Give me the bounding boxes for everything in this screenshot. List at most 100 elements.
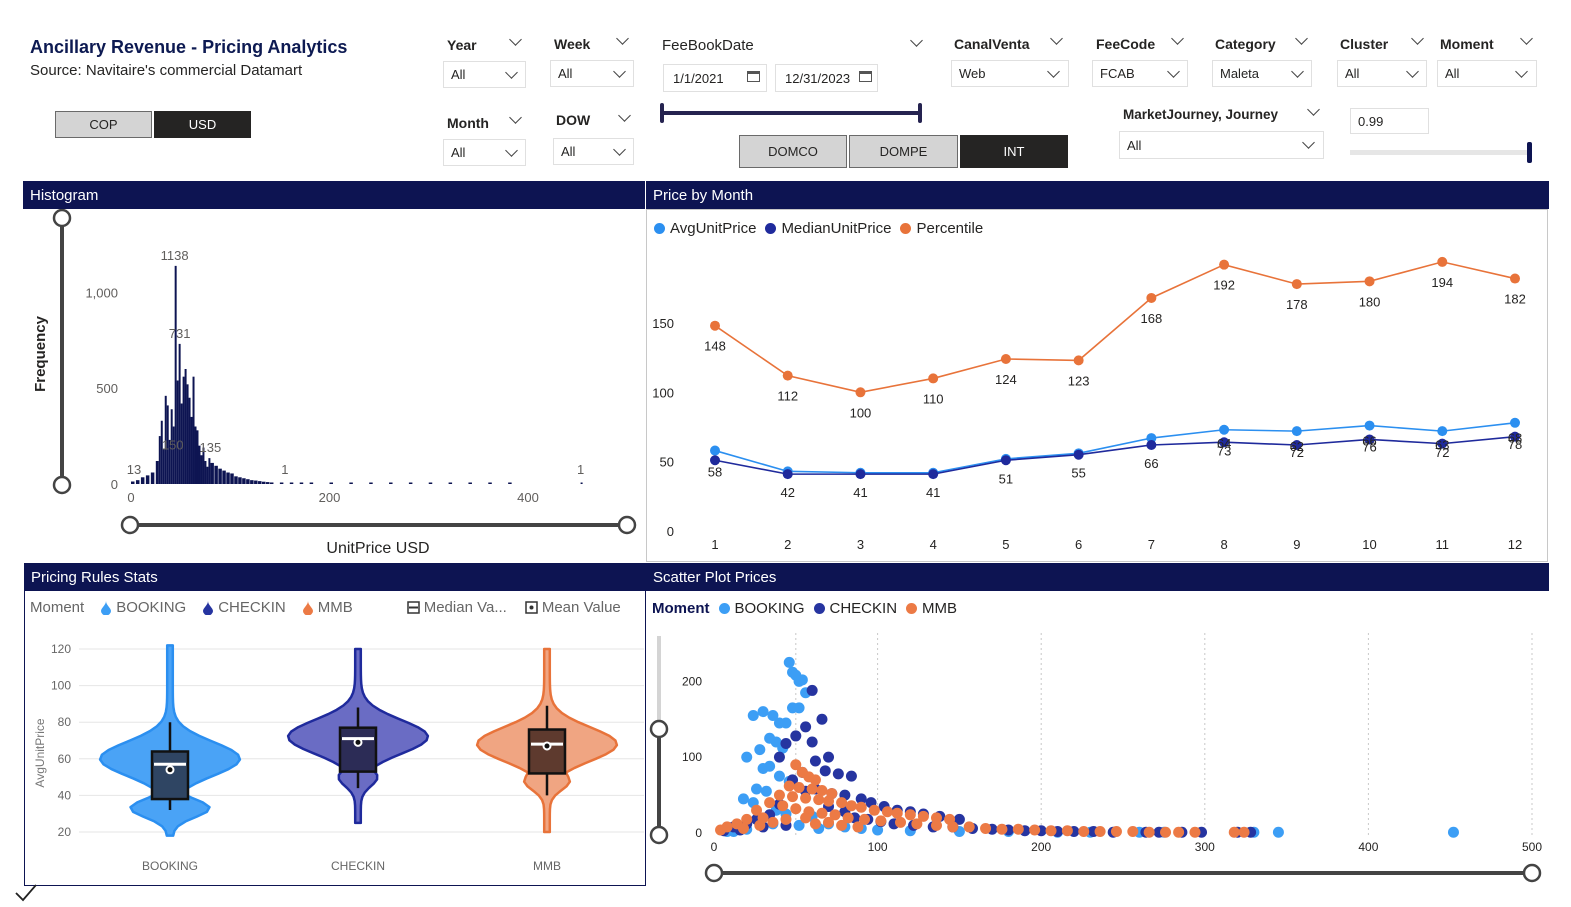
percentile-input[interactable]: 0.99 [1350,108,1429,134]
mmb-scatter-point [842,812,854,824]
mmb-scatter-point [895,816,907,828]
mmb-scatter-point [868,804,880,816]
chevron-down-icon[interactable] [1411,32,1424,45]
booking-scatter-point [1447,826,1459,838]
journey-dompe-button[interactable]: DOMPE [849,135,958,168]
canalventa-value: Web [959,66,986,81]
histogram-bar [309,482,314,484]
checkin-scatter-point [809,755,821,767]
date-range-end-handle[interactable] [918,103,922,123]
median-data-label: 66 [1144,456,1158,471]
pricing-rules-header: Pricing Rules Stats [24,563,646,591]
chevron-down-icon[interactable] [1050,32,1063,45]
journey-int-button[interactable]: INT [960,135,1068,168]
mmb-scatter-point [813,794,825,806]
median-point [1219,437,1230,448]
chevron-down-icon[interactable] [616,32,629,45]
histogram-bar [508,482,512,484]
median-point [1073,449,1084,460]
percentile-slider-track[interactable] [1350,150,1530,155]
line-y-tick-label: 50 [660,455,674,470]
line-x-tick-label: 10 [1362,537,1376,552]
mmb-scatter-point [787,791,799,803]
violin-y-tick-label: 120 [51,642,71,656]
checkin-scatter-point [773,751,785,763]
chevron-down-icon[interactable] [509,111,522,124]
mmb-scatter-point [875,815,887,827]
chevron-down-icon[interactable] [1520,32,1533,45]
canalventa-dropdown[interactable]: Web [951,60,1069,87]
end-date-input[interactable]: 12/31/2023 [775,64,878,92]
violin-legend-mmb: MMB [317,599,353,616]
histogram-bar [190,416,193,484]
histogram-x-slider-end-handle[interactable] [617,515,637,535]
scatter-y-tick-label: 0 [695,826,702,840]
currency-cop-button[interactable]: COP [55,111,152,138]
journey-domco-button[interactable]: DOMCO [739,135,847,168]
scatter-x-tick-label: 100 [868,840,888,854]
percentile-point [1073,355,1084,366]
chevron-down-icon[interactable] [618,109,631,122]
start-date-input[interactable]: 1/1/2021 [663,64,767,92]
scatter-x-slider-start-handle[interactable] [704,863,724,883]
mmb-scatter-point [823,795,835,807]
chevron-down-icon[interactable] [509,33,522,46]
histogram-bar [145,475,150,484]
moment-dropdown[interactable]: All [1437,60,1537,87]
booking-scatter-point [773,770,785,782]
dow-dropdown[interactable]: All [553,138,634,165]
mmb-scatter-point [881,806,893,818]
mmb-scatter-point [1061,825,1073,837]
mmb-scatter-point [823,816,835,828]
date-range-start-handle[interactable] [660,103,664,123]
chevron-down-icon[interactable] [1295,32,1308,45]
median-data-label: 58 [708,464,722,479]
calendar-icon[interactable] [747,71,760,82]
chevron-down-icon[interactable] [1171,32,1184,45]
scatter-x-tick-label: 200 [1031,840,1051,854]
year-dropdown[interactable]: All [443,61,526,88]
mmb-scatter-point [1189,826,1201,838]
marketjourney-dropdown[interactable]: All [1119,131,1324,159]
category-dropdown[interactable]: Maleta [1212,60,1312,87]
scatter-y-slider-bottom-handle[interactable] [649,825,669,845]
chevron-down-icon[interactable] [1307,103,1320,116]
histogram-y-axis-label: Frequency [32,315,49,392]
currency-usd-button[interactable]: USD [154,111,251,138]
canalventa-slicer-label: CanalVenta [954,36,1030,52]
histogram-bar [246,479,250,484]
histogram-chart: Frequency 0 500 1,000 0 200 400 13 1138 731 150… [32,209,637,557]
chevron-down-icon[interactable] [910,34,923,47]
violin-y-tick-label: 20 [58,825,72,839]
median-line [714,435,1516,475]
avg-data-label: 73 [1217,444,1231,459]
histogram-x-slider-start-handle[interactable] [120,515,140,535]
mmb-scatter-point [790,803,802,815]
mmb-scatter-point [855,801,867,813]
histogram-y-slider-bottom-handle[interactable] [52,475,72,495]
mmb-mean-marker [542,741,552,751]
booking-scatter-point [872,824,884,836]
checkin-mean-marker [353,737,363,747]
calendar-icon[interactable] [859,71,872,82]
mmb-scatter-point [773,789,785,801]
month-dropdown[interactable]: All [443,139,526,166]
booking-scatter-point [793,819,805,831]
price-by-month-legend: AvgUnitPrice MedianUnitPrice Percentile [654,220,983,237]
mmb-scatter-point [911,818,923,830]
booking-scatter-point [760,785,772,797]
mmb-scatter-point [963,821,975,833]
feecode-dropdown[interactable]: FCAB [1092,60,1188,87]
histogram-data-label: 13 [127,462,141,477]
week-dropdown[interactable]: All [550,60,634,87]
histogram-x-tick-label: 200 [319,490,341,505]
median-box-icon [406,601,420,614]
avg-point [1291,426,1302,437]
cluster-dropdown[interactable]: All [1337,60,1427,87]
scatter-x-slider-end-handle[interactable] [1522,863,1542,883]
pricing-rules-frame [24,591,646,886]
scatter-y-slider-top-handle[interactable] [649,719,669,739]
mmb-scatter-point [1160,826,1172,838]
histogram-y-slider-top-handle[interactable] [52,209,72,228]
percentile-slider-handle[interactable] [1527,142,1532,163]
